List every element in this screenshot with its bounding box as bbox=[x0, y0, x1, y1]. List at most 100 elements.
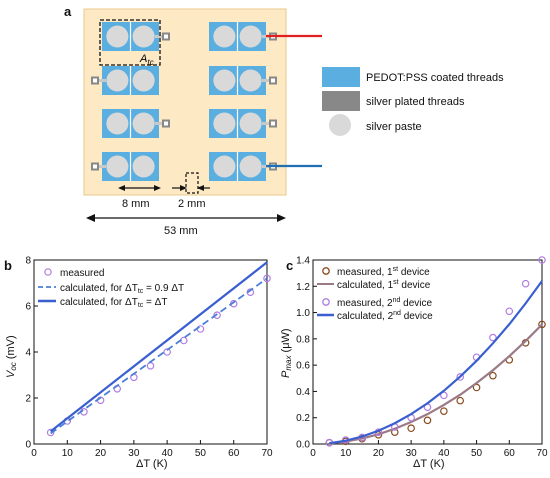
legend-c-meas1-marker bbox=[322, 267, 330, 275]
ytick-label: 0.6 bbox=[296, 361, 310, 372]
chart-b: 0 10 20 30 40 50 60 70 0 2 4 6 8 ΔT (K) Voc (mV) mea… bbox=[5, 256, 273, 471]
key-swatch-silver-paste bbox=[329, 114, 351, 136]
key-label-silver-thread: silver plated threads bbox=[366, 96, 465, 108]
chart-b-ticks: 0 10 20 30 40 50 60 70 0 2 4 6 8 bbox=[25, 256, 273, 460]
silver-paste-dot bbox=[106, 69, 129, 92]
silver-paste-dot bbox=[213, 155, 236, 178]
line-calc1 bbox=[50, 277, 268, 435]
silver-paste-dot bbox=[106, 155, 129, 178]
chart-c-plot-frame bbox=[312, 259, 543, 445]
xtick-label: 30 bbox=[406, 448, 418, 459]
chart-b-marks bbox=[46, 261, 271, 437]
key-label-pedot: PEDOT:PSS coated threads bbox=[366, 72, 504, 84]
dim-2mm-text: 2 mm bbox=[178, 198, 206, 210]
panel-c-label: c bbox=[286, 258, 294, 273]
dim-53mm-arrow-left bbox=[86, 214, 95, 222]
silver-paste-dot bbox=[213, 69, 236, 92]
chart-c-marks bbox=[325, 256, 546, 447]
silver-thread-pad-core bbox=[271, 121, 275, 126]
chart-c-xlabel: ΔT (K) bbox=[413, 458, 445, 470]
silver-paste-dot bbox=[132, 112, 155, 135]
line-calc2 bbox=[49, 261, 268, 433]
module-left-row-2 bbox=[91, 66, 159, 95]
legend-c-calc1: calculated, 1st device bbox=[337, 279, 431, 291]
legend-c-meas2-marker bbox=[322, 298, 330, 306]
silver-paste-dot bbox=[132, 25, 155, 48]
ytick-label: 4 bbox=[25, 348, 31, 359]
panel-b-label: b bbox=[4, 258, 12, 273]
xtick-label: 10 bbox=[340, 448, 352, 459]
legend-b-calc2: calculated, for ΔTtc = ΔT bbox=[60, 297, 167, 309]
point-measured bbox=[163, 348, 171, 356]
ytick-label: 1.2 bbox=[296, 282, 310, 293]
ytick-label: 1.4 bbox=[296, 256, 310, 267]
point-meas2 bbox=[521, 279, 530, 288]
point-meas2 bbox=[456, 373, 465, 381]
ytick-label: 1.0 bbox=[296, 308, 310, 319]
silver-thread-pad-core bbox=[164, 121, 168, 126]
silver-paste-dot bbox=[239, 25, 262, 48]
chart-c: 0 10 20 30 40 50 60 700.00.20.40.60.81.01.21.4 … bbox=[280, 256, 548, 471]
key-label-silver-paste: silver paste bbox=[366, 121, 422, 133]
point-meas2 bbox=[538, 256, 546, 264]
chart-c-legend: measured, 1st device calculated, 1st dev… bbox=[317, 266, 433, 322]
point-measured bbox=[263, 274, 271, 283]
atc-label: Atc bbox=[139, 53, 154, 67]
chart-b-xlabel: ΔT (K) bbox=[136, 458, 168, 470]
point-measured bbox=[46, 428, 55, 437]
silver-thread-pad-core bbox=[271, 78, 275, 83]
xtick-label: 50 bbox=[195, 448, 207, 459]
silver-paste-dot bbox=[106, 112, 129, 135]
silver-paste-dot bbox=[239, 112, 262, 135]
dim-8mm-arrow-left bbox=[118, 185, 125, 191]
xtick-label: 0 bbox=[310, 448, 316, 459]
module-right-row-3 bbox=[209, 109, 277, 138]
silver-paste-dot bbox=[239, 69, 262, 92]
ytick-label: 0.4 bbox=[296, 387, 310, 398]
silver-thread-pad-core bbox=[93, 78, 97, 83]
legend-c-calc2: calculated, 2nd device bbox=[337, 310, 433, 322]
silver-paste-dot bbox=[132, 69, 155, 92]
dim-53mm-arrow-right bbox=[277, 214, 286, 222]
dim-53mm-text: 53 mm bbox=[164, 225, 198, 237]
ytick-label: 6 bbox=[25, 302, 31, 313]
dim-8mm-arrow-right bbox=[154, 185, 161, 191]
silver-paste-dot bbox=[106, 25, 129, 48]
xtick-label: 40 bbox=[438, 448, 450, 459]
chart-c-ticks: 0 10 20 30 40 50 60 70 0.0 0.2 0.4 0.6 0.8 1.0 1.2 1.4 bbox=[296, 256, 548, 460]
point-meas2 bbox=[489, 333, 497, 342]
xtick-label: 10 bbox=[62, 448, 74, 459]
device-schematic: Atc 8 mm 2 mm 53 mm PEDOT:PSS coated thr… bbox=[83, 8, 504, 237]
module-left-row-3 bbox=[102, 109, 170, 138]
chart-c-ylabel: Pmax (μW) bbox=[280, 328, 293, 378]
silver-paste-dot bbox=[213, 25, 236, 48]
silver-thread-pad-core bbox=[164, 34, 168, 39]
module-left-row-1 bbox=[102, 22, 170, 51]
key-swatch-pedot bbox=[322, 67, 360, 87]
point-meas2 bbox=[440, 391, 448, 400]
ytick-label: 8 bbox=[25, 256, 31, 267]
ytick-label: 0.2 bbox=[296, 413, 310, 424]
legend-b-measured: measured bbox=[60, 268, 104, 279]
point-meas2 bbox=[505, 307, 514, 316]
line-calc1 bbox=[329, 323, 543, 445]
chart-b-ylabel: Voc (mV) bbox=[5, 335, 18, 378]
legend-b-measured-marker bbox=[44, 268, 52, 276]
ytick-label: 2 bbox=[25, 394, 31, 405]
silver-thread-pad-core bbox=[93, 164, 97, 169]
legend-c-meas2: measured, 2nd device bbox=[337, 297, 433, 309]
xtick-label: 60 bbox=[504, 448, 516, 459]
module-right-row-4 bbox=[209, 152, 277, 181]
module-left-row-4 bbox=[91, 152, 159, 181]
chart-b-legend: measured calculated, for ΔTtc = 0.9 ΔT c… bbox=[38, 268, 184, 309]
xtick-label: 50 bbox=[471, 448, 483, 459]
xtick-label: 60 bbox=[228, 448, 240, 459]
module-right-row-2 bbox=[209, 66, 277, 95]
point-meas1 bbox=[489, 371, 497, 380]
xtick-label: 20 bbox=[373, 448, 385, 459]
dim-8mm-text: 8 mm bbox=[122, 198, 150, 210]
gap-box bbox=[185, 172, 199, 194]
ytick-label: 0.8 bbox=[296, 334, 310, 345]
point-meas1 bbox=[440, 407, 448, 415]
point-meas1 bbox=[407, 424, 415, 433]
